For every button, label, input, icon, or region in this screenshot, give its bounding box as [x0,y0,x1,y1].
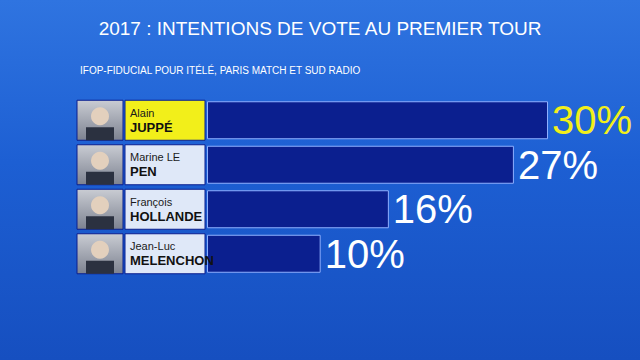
svg-text:30%: 30% [552,98,632,142]
svg-text:10%: 10% [325,232,405,276]
svg-text:François: François [130,196,173,208]
svg-text:27%: 27% [518,143,598,187]
svg-text:16%: 16% [393,187,473,231]
svg-text:JUPPÉ: JUPPÉ [130,120,173,135]
svg-text:2017 : INTENTIONS DE VOTE AU P: 2017 : INTENTIONS DE VOTE AU PREMIER TOU… [99,18,542,39]
svg-text:IFOP-FIDUCIAL POUR ITÉLÉ, PARI: IFOP-FIDUCIAL POUR ITÉLÉ, PARIS MATCH ET… [80,64,360,76]
svg-text:MELENCHON: MELENCHON [130,253,214,268]
svg-text:HOLLANDE: HOLLANDE [130,209,203,224]
svg-text:Marine LE: Marine LE [130,151,180,163]
svg-text:Alain: Alain [130,107,154,119]
svg-text:Jean-Luc: Jean-Luc [130,240,176,252]
svg-text:PEN: PEN [130,164,157,179]
